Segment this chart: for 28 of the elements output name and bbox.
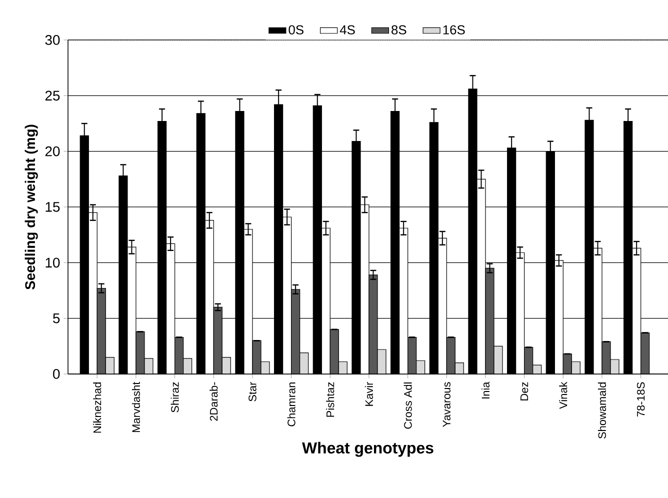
y-tick-label: 20: [45, 146, 60, 156]
x-tick-label: Chamran: [287, 382, 296, 426]
legend-label: 16S: [443, 25, 465, 34]
x-tick-label: 78-18S: [636, 382, 645, 417]
x-tick-label: Shiraz: [170, 382, 179, 412]
y-tick-label: 0: [53, 369, 60, 379]
y-tick-label: 25: [45, 90, 60, 101]
x-tick-label: Showamald: [598, 382, 606, 439]
legend-label: 4S: [340, 25, 355, 34]
x-tick-label: Pishtaz: [326, 382, 334, 417]
x-tick-label: Yavarous: [442, 382, 450, 428]
y-axis-title: Seedling dry weight (mg): [24, 124, 38, 290]
x-tick-label: Vinak: [559, 382, 568, 409]
legend-label: 0S: [288, 25, 304, 34]
x-tick-label: Marvdasht: [132, 382, 140, 432]
x-tick-label: 2Darab-: [210, 382, 218, 421]
x-tick-label: Kavir: [364, 382, 374, 406]
x-tick-label: Niknezhad: [93, 382, 102, 433]
y-tick-label: 10: [46, 258, 60, 268]
x-tick-label: Star: [248, 382, 256, 402]
legend-label: 8S: [392, 25, 406, 34]
x-tick-label: Cross Adl: [404, 382, 412, 429]
y-tick-label: 30: [45, 35, 60, 45]
x-tick-label: Dez: [520, 382, 528, 400]
x-tick-label: Inia: [481, 382, 490, 398]
y-tick-label: 15: [46, 202, 60, 212]
y-tick-label: 5: [53, 313, 60, 324]
x-axis-title: Wheat genotypes: [302, 442, 434, 457]
